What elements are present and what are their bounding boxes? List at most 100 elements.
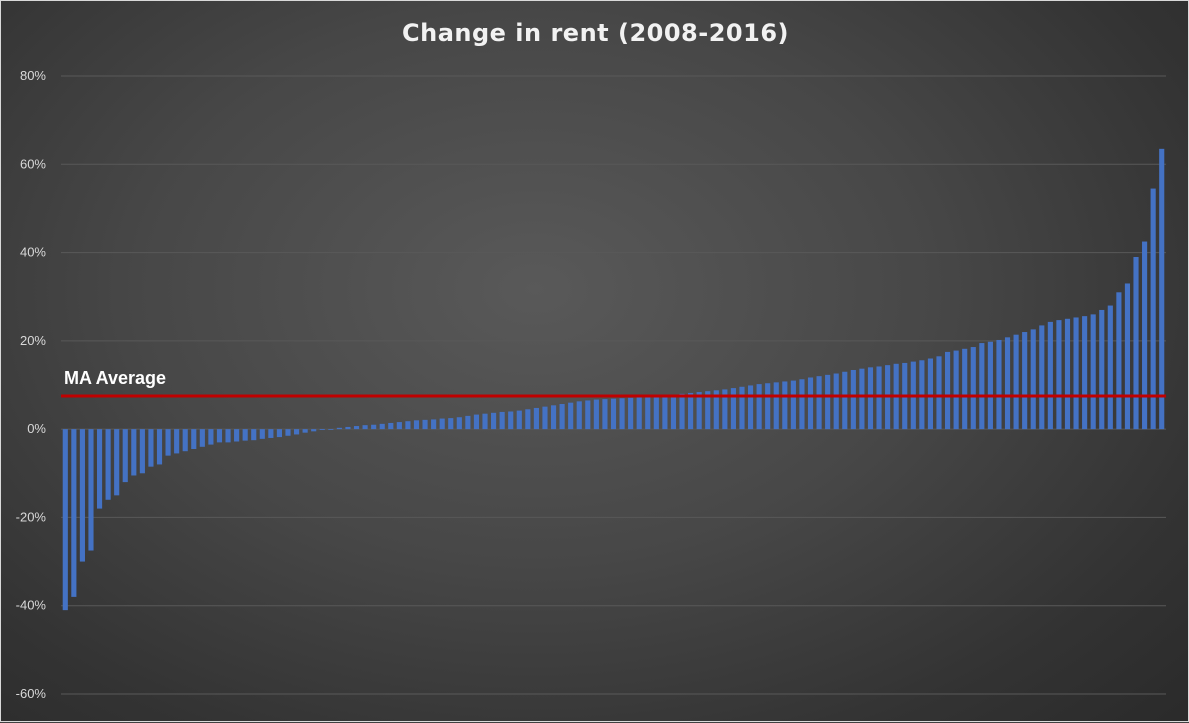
bar — [585, 400, 591, 430]
bar — [722, 389, 728, 430]
bar — [396, 422, 402, 430]
bar — [533, 407, 539, 430]
bar — [71, 429, 77, 597]
bar — [482, 413, 488, 430]
bar — [88, 429, 94, 551]
bar — [199, 429, 205, 447]
bar — [670, 394, 677, 430]
bar — [431, 419, 437, 430]
bar — [679, 393, 685, 430]
bar — [276, 429, 282, 438]
y-tick-label: -20% — [16, 509, 47, 524]
bar — [1090, 314, 1096, 430]
bar — [945, 351, 951, 430]
bar — [1073, 317, 1079, 430]
bar — [1124, 283, 1131, 430]
bar — [773, 382, 779, 430]
bar — [302, 429, 308, 433]
bar — [508, 411, 514, 430]
bar — [293, 429, 300, 435]
bar — [970, 347, 976, 430]
bar — [550, 405, 557, 430]
bar — [473, 414, 480, 430]
bar — [765, 383, 771, 430]
bar — [1107, 305, 1113, 430]
bar — [756, 384, 762, 430]
bar — [268, 429, 274, 438]
bar — [1133, 256, 1139, 430]
bar — [516, 410, 522, 430]
bar — [413, 420, 420, 430]
bar — [1150, 188, 1156, 430]
bar — [525, 409, 531, 430]
y-tick-label: 0% — [27, 421, 46, 436]
y-tick-label: -40% — [16, 598, 47, 613]
bar — [645, 396, 651, 430]
bar — [96, 429, 103, 509]
bar — [619, 398, 625, 430]
bar — [987, 341, 993, 430]
bar — [962, 348, 968, 430]
y-tick-label: 20% — [20, 333, 46, 348]
bar — [859, 368, 865, 430]
bar — [311, 429, 317, 432]
bar — [1047, 321, 1053, 430]
bar-series — [62, 148, 1165, 611]
chart-title: Change in rent (2008-2016) — [402, 19, 789, 47]
bar — [825, 374, 831, 430]
bar — [833, 373, 839, 430]
bar — [542, 406, 548, 430]
bar — [225, 429, 231, 443]
bar — [790, 380, 796, 430]
bar — [285, 429, 291, 436]
bar — [148, 429, 154, 467]
bar — [730, 388, 736, 430]
bar — [1013, 334, 1019, 430]
bar — [371, 424, 377, 430]
bar — [610, 398, 617, 430]
bar — [251, 429, 257, 441]
bar — [568, 402, 574, 430]
bar — [696, 392, 702, 430]
y-tick-label: 60% — [20, 156, 46, 171]
bar — [182, 429, 188, 452]
bar — [1022, 332, 1028, 430]
y-axis-tick-labels: 80% 60% 40% 20% 0% -20% -40% -60% — [16, 68, 47, 701]
bar — [867, 367, 874, 430]
bar — [1116, 292, 1122, 430]
y-tick-label: 40% — [20, 245, 46, 260]
bar — [876, 366, 882, 430]
bar — [807, 377, 814, 430]
bar — [1142, 241, 1148, 430]
bar — [1099, 309, 1105, 430]
bar — [319, 429, 325, 431]
bar — [996, 339, 1002, 430]
bar — [448, 418, 454, 430]
bar — [379, 423, 385, 430]
bar — [842, 371, 848, 430]
bar — [336, 427, 342, 430]
bar — [216, 429, 223, 443]
reference-line-group: MA Average — [61, 368, 1166, 398]
bar — [593, 399, 599, 430]
bar — [850, 369, 856, 430]
bar — [628, 397, 634, 430]
bar — [782, 381, 788, 430]
bar — [353, 426, 360, 430]
bar — [465, 415, 471, 430]
bar — [156, 429, 163, 465]
bar — [953, 350, 959, 430]
bar — [799, 379, 805, 430]
bar — [456, 417, 462, 430]
bar — [602, 399, 608, 430]
bar — [739, 386, 745, 430]
bar — [105, 429, 111, 500]
bar — [328, 429, 334, 430]
ma-average-label: MA Average — [64, 368, 166, 388]
bar — [422, 419, 428, 430]
bar — [705, 391, 711, 430]
y-tick-label: -60% — [16, 686, 47, 701]
bar — [636, 397, 642, 430]
bar — [174, 429, 180, 454]
